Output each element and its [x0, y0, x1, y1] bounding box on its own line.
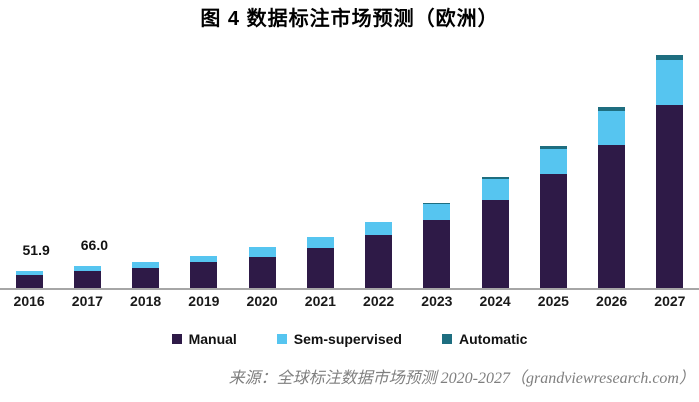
- bar-segment-automatic: [656, 55, 684, 60]
- bar-column-2018: [117, 40, 175, 288]
- bar-segment-automatic: [598, 106, 626, 112]
- bar-segment-sem-supervised: [365, 222, 393, 236]
- x-tick-label-2025: 2025: [537, 293, 569, 309]
- stacked-bar-2019: [190, 255, 218, 288]
- bar-column-2024: [466, 40, 524, 288]
- stacked-bar-2021: [306, 236, 334, 288]
- bar-column-2017: 66.0: [58, 40, 116, 288]
- bar-segment-manual: [15, 275, 43, 288]
- x-tick-label-2019: 2019: [188, 293, 220, 309]
- x-axis-labels: 2016 2017 2018 2019 2020 2021 2022 2023 2024 2025…: [0, 290, 699, 312]
- bar-segment-sem-supervised: [190, 255, 218, 262]
- bar-segment-sem-supervised: [423, 203, 451, 220]
- bar-segment-manual: [365, 235, 393, 288]
- x-tick-label-2016: 2016: [13, 293, 45, 309]
- bar-segment-automatic: [423, 202, 451, 204]
- legend-swatch-icon: [441, 334, 452, 344]
- legend-label: Sem-supervised: [293, 331, 402, 347]
- x-tick-label-2022: 2022: [363, 293, 395, 309]
- bar-column-2027: [641, 40, 699, 288]
- bar-segment-sem-supervised: [132, 261, 160, 268]
- x-tick-label-2020: 2020: [246, 293, 278, 309]
- bar-column-2016: 51.9: [0, 40, 58, 288]
- stacked-bar-2020: [248, 247, 276, 288]
- legend-item-sem-supervised: Sem-supervised: [276, 331, 402, 347]
- bar-column-2021: [291, 40, 349, 288]
- x-tick-label-2017: 2017: [71, 293, 103, 309]
- data-label-2016: 51.9: [22, 241, 50, 258]
- bar-chart-plot-area: 51.9 66.0: [0, 40, 699, 290]
- x-tick-label-2024: 2024: [479, 293, 511, 309]
- x-tick-label-2018: 2018: [130, 293, 162, 309]
- stacked-bar-2024: [481, 177, 509, 288]
- chart-title: 图 4 数据标注市场预测（欧洲）: [200, 8, 499, 30]
- bar-segment-manual: [598, 144, 626, 288]
- legend-item-automatic: Automatic: [441, 331, 528, 347]
- bar-segment-sem-supervised: [306, 236, 334, 248]
- bar-column-2025: [524, 40, 582, 288]
- bar-segment-sem-supervised: [15, 270, 43, 276]
- bar-column-2023: [408, 40, 466, 288]
- bar-segment-automatic: [481, 177, 509, 180]
- stacked-bar-2022: [365, 222, 393, 288]
- bar-segment-manual: [132, 267, 160, 288]
- bar-column-2019: [175, 40, 233, 288]
- legend-item-manual: Manual: [171, 331, 237, 347]
- stacked-bar-2027: [656, 55, 684, 288]
- bar-column-2020: [233, 40, 291, 288]
- bar-column-2026: [583, 40, 641, 288]
- bar-segment-manual: [190, 261, 218, 288]
- chart-legend: Manual Sem-supervised Automatic: [0, 331, 699, 347]
- bar-segment-manual: [539, 174, 567, 288]
- legend-label: Manual: [188, 331, 237, 347]
- bar-segment-sem-supervised: [539, 149, 567, 175]
- bar-segment-sem-supervised: [481, 179, 509, 201]
- legend-swatch-icon: [171, 334, 182, 344]
- legend-label: Automatic: [458, 331, 528, 347]
- bar-segment-manual: [481, 200, 509, 288]
- bar-column-2022: [350, 40, 408, 288]
- bar-segment-manual: [248, 256, 276, 288]
- bar-segment-sem-supervised: [598, 111, 626, 145]
- bar-segment-sem-supervised: [656, 59, 684, 105]
- bar-segment-sem-supervised: [73, 265, 101, 271]
- source-citation: 来源：全球标注数据市场预测 2020-2027（grandviewresearc…: [228, 370, 695, 387]
- stacked-bar-2026: [598, 106, 626, 288]
- x-tick-label-2021: 2021: [304, 293, 336, 309]
- bar-segment-manual: [73, 270, 101, 288]
- x-tick-label-2026: 2026: [596, 293, 628, 309]
- stacked-bar-2018: [132, 261, 160, 288]
- bar-segment-manual: [306, 247, 334, 288]
- bar-segment-sem-supervised: [248, 247, 276, 257]
- x-tick-label-2023: 2023: [421, 293, 453, 309]
- stacked-bar-2023: [423, 202, 451, 288]
- stacked-bar-2025: [539, 145, 567, 288]
- stacked-bar-2017: [73, 265, 101, 288]
- data-label-2017: 66.0: [80, 236, 108, 253]
- stacked-bar-2016: [15, 270, 43, 288]
- bar-segment-automatic: [539, 145, 567, 150]
- bar-segment-manual: [423, 219, 451, 288]
- legend-swatch-icon: [276, 334, 287, 344]
- bar-segment-manual: [656, 104, 684, 288]
- x-tick-label-2027: 2027: [654, 293, 686, 309]
